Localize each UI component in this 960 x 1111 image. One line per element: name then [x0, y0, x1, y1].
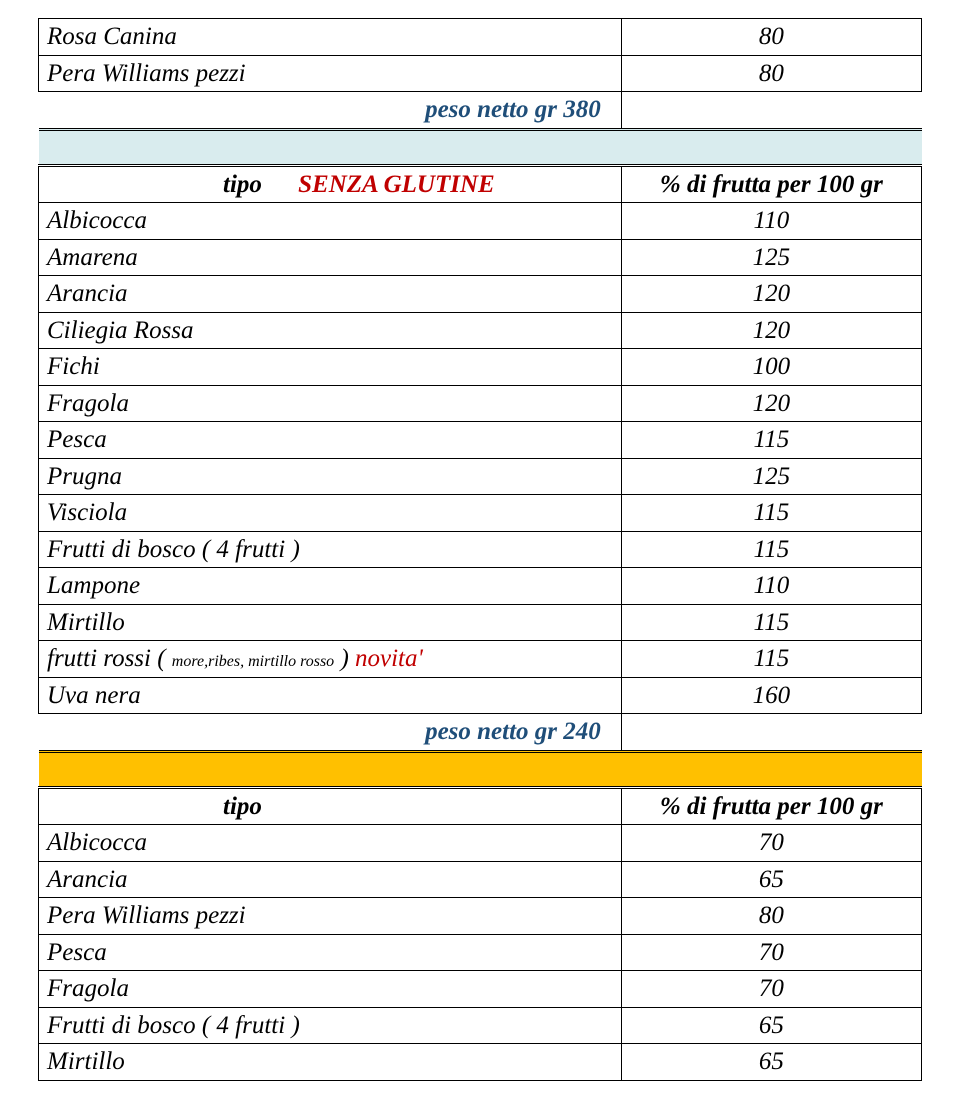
product-name: Fichi	[39, 349, 622, 386]
product-value: 120	[621, 385, 921, 422]
product-name: Albicocca	[39, 825, 622, 862]
section-header: tipo SENZA GLUTINE % di frutta per 100 g…	[39, 165, 922, 203]
table-row: Frutti di bosco ( 4 frutti )115	[39, 531, 922, 568]
tipo-cell: tipo SENZA GLUTINE	[39, 165, 622, 203]
table-row: Mirtillo65	[39, 1044, 922, 1081]
table-row: Amarena125	[39, 239, 922, 276]
product-value: 70	[621, 934, 921, 971]
table-row: Pera Williams pezzi80	[39, 898, 922, 935]
product-value: 120	[621, 312, 921, 349]
product-value: 115	[621, 604, 921, 641]
product-name: Prugna	[39, 458, 622, 495]
product-value: 125	[621, 458, 921, 495]
table-row: Arancia120	[39, 276, 922, 313]
table-row: Fragola120	[39, 385, 922, 422]
product-value: 120	[621, 276, 921, 313]
product-name: Arancia	[39, 861, 622, 898]
spacer-gold	[39, 751, 922, 787]
product-name: Lampone	[39, 568, 622, 605]
table-row: Fichi100	[39, 349, 922, 386]
peso-label: peso netto gr 240	[39, 714, 622, 752]
table-row: Pesca115	[39, 422, 922, 459]
product-name: Pera Williams pezzi	[39, 898, 622, 935]
table-row: Ciliegia Rossa120	[39, 312, 922, 349]
empty-cell	[621, 92, 921, 130]
product-name: Arancia	[39, 276, 622, 313]
product-name: Mirtillo	[39, 604, 622, 641]
novita-label: novita'	[355, 645, 423, 672]
table-row: Lampone110	[39, 568, 922, 605]
product-name: Frutti di bosco ( 4 frutti )	[39, 1007, 622, 1044]
table-row: Albicocca70	[39, 825, 922, 862]
tipo-label: tipo	[47, 793, 262, 820]
table-row: Pera Williams pezzi 80	[39, 55, 922, 92]
table-row: Uva nera160	[39, 677, 922, 714]
product-name: Visciola	[39, 495, 622, 532]
product-value: 65	[621, 861, 921, 898]
product-table: Rosa Canina 80 Pera Williams pezzi 80 pe…	[38, 18, 922, 1081]
product-name: Mirtillo	[39, 1044, 622, 1081]
product-name: Fragola	[39, 971, 622, 1008]
table-row: Albicocca110	[39, 203, 922, 240]
table-row: Arancia65	[39, 861, 922, 898]
product-value: 65	[621, 1044, 921, 1081]
peso-label: peso netto gr 380	[39, 92, 622, 130]
product-value: 160	[621, 677, 921, 714]
product-value: 115	[621, 641, 921, 678]
product-name: Pera Williams pezzi	[39, 55, 622, 92]
product-name: Frutti di bosco ( 4 frutti )	[39, 531, 622, 568]
peso-row: peso netto gr 380	[39, 92, 922, 130]
frutti-rossi-prefix: frutti rossi (	[47, 645, 172, 672]
product-name: Ciliegia Rossa	[39, 312, 622, 349]
product-value: 110	[621, 568, 921, 605]
product-value: 125	[621, 239, 921, 276]
header-right: % di frutta per 100 gr	[621, 787, 921, 825]
spacer-blue	[39, 129, 922, 165]
product-name: Amarena	[39, 239, 622, 276]
table-row: Rosa Canina 80	[39, 19, 922, 56]
table-row: Fragola70	[39, 971, 922, 1008]
product-value: 115	[621, 531, 921, 568]
product-value: 70	[621, 971, 921, 1008]
table-row: Visciola115	[39, 495, 922, 532]
senza-glutine-label: SENZA GLUTINE	[298, 171, 495, 198]
product-value: 110	[621, 203, 921, 240]
table-row: Pesca70	[39, 934, 922, 971]
product-value: 65	[621, 1007, 921, 1044]
section-header: tipo % di frutta per 100 gr	[39, 787, 922, 825]
product-name: Uva nera	[39, 677, 622, 714]
product-value: 115	[621, 422, 921, 459]
table-row-frutti-rossi: frutti rossi ( more,ribes, mirtillo ross…	[39, 641, 922, 678]
product-value: 80	[621, 898, 921, 935]
product-value: 80	[621, 55, 921, 92]
product-name: Pesca	[39, 934, 622, 971]
table-row: Prugna125	[39, 458, 922, 495]
table-row: Frutti di bosco ( 4 frutti )65	[39, 1007, 922, 1044]
empty-cell	[621, 714, 921, 752]
frutti-rossi-small: more,ribes, mirtillo rosso	[172, 653, 334, 670]
tipo-cell: tipo	[39, 787, 622, 825]
header-right: % di frutta per 100 gr	[621, 165, 921, 203]
tipo-label: tipo	[47, 171, 262, 198]
product-value: 80	[621, 19, 921, 56]
product-value: 70	[621, 825, 921, 862]
product-name: Albicocca	[39, 203, 622, 240]
frutti-rossi-mid: )	[334, 645, 355, 672]
peso-row: peso netto gr 240	[39, 714, 922, 752]
product-name: Fragola	[39, 385, 622, 422]
product-value: 100	[621, 349, 921, 386]
product-name: Rosa Canina	[39, 19, 622, 56]
table-row: Mirtillo115	[39, 604, 922, 641]
product-name: frutti rossi ( more,ribes, mirtillo ross…	[39, 641, 622, 678]
product-name: Pesca	[39, 422, 622, 459]
product-value: 115	[621, 495, 921, 532]
